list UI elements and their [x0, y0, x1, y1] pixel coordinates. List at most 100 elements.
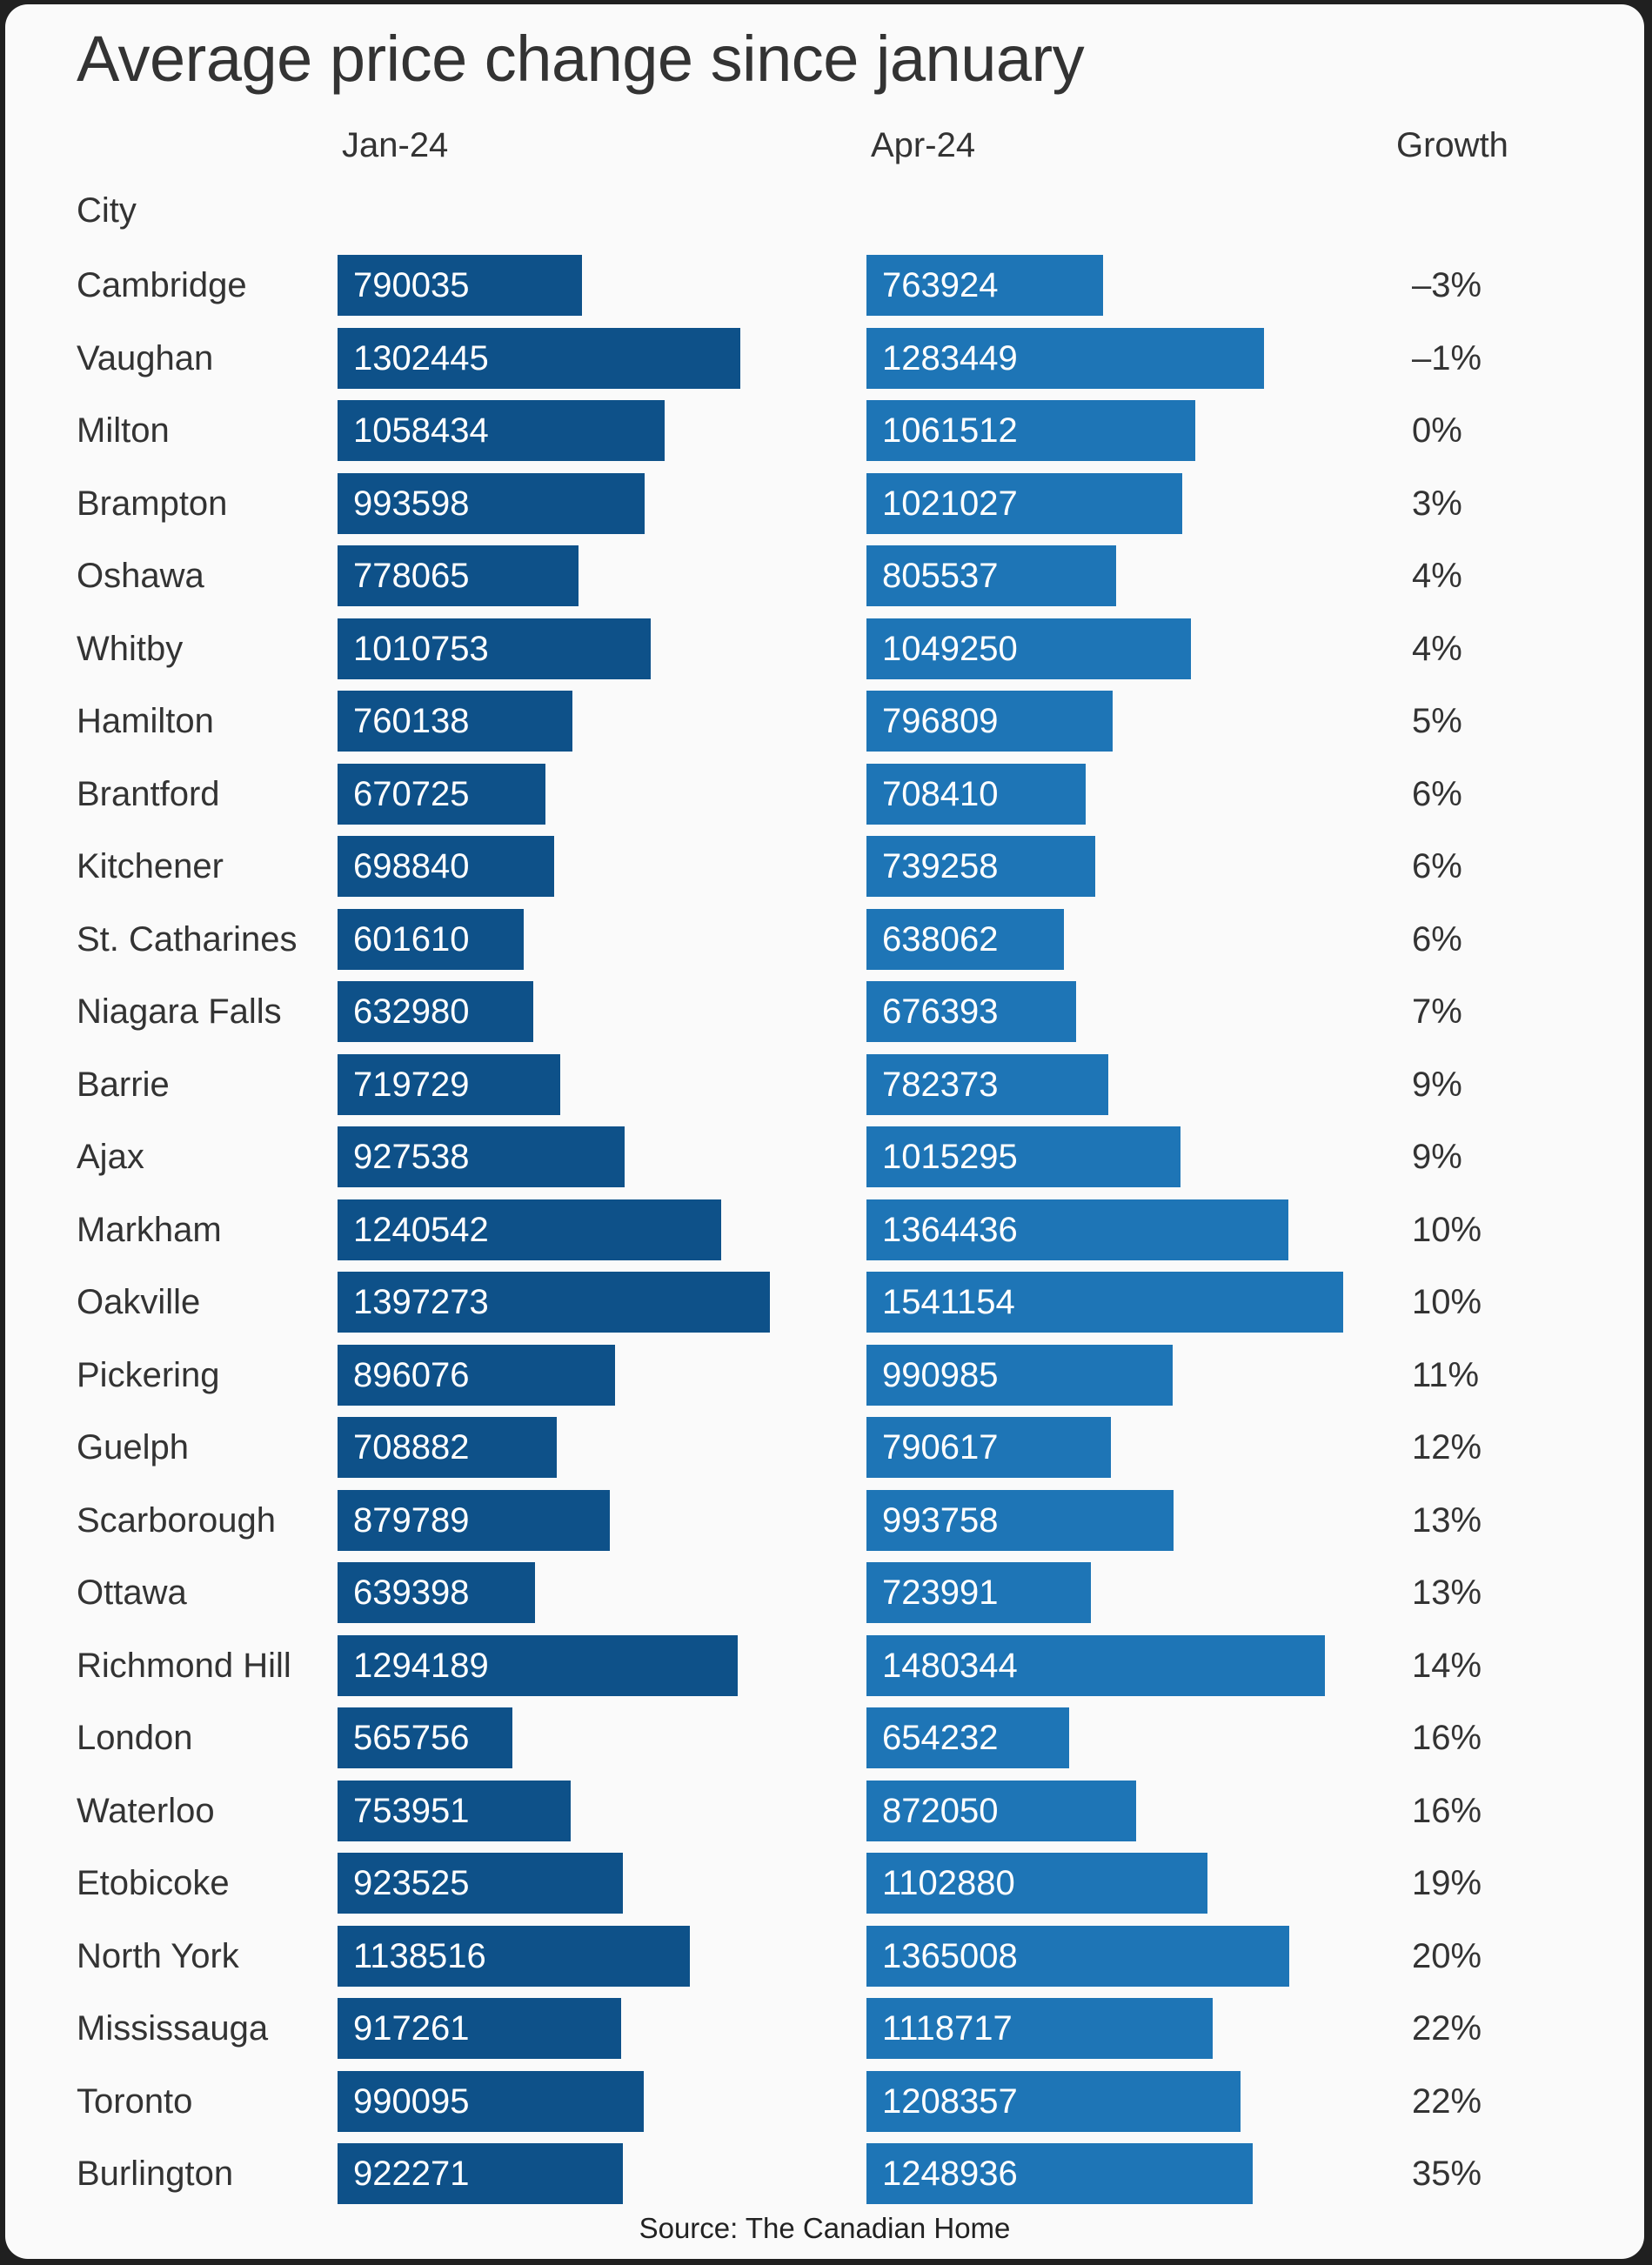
bar-jan	[338, 2070, 644, 2132]
table-row: Vaughan 1302445 1283449 –1%	[5, 327, 1644, 389]
table-row: Cambridge 790035 763924 –3%	[5, 255, 1644, 316]
bar-apr	[866, 618, 1191, 679]
bar-value-apr: 739258	[882, 847, 999, 885]
bar-jan	[338, 545, 579, 606]
table-row: Richmond Hill 1294189 1480344 14%	[5, 1634, 1644, 1696]
bar-value-apr: 990985	[882, 1355, 999, 1394]
bar-value-apr: 708410	[882, 774, 999, 813]
table-row: Whitby 1010753 1049250 4%	[5, 618, 1644, 679]
growth-value: 14%	[1412, 1646, 1482, 1685]
growth-value: 12%	[1412, 1428, 1482, 1467]
city-label: Waterloo	[77, 1791, 215, 1830]
bar-value-apr: 872050	[882, 1791, 999, 1830]
table-row: Oshawa 778065 805537 4%	[5, 545, 1644, 606]
bar-value-apr: 1541154	[882, 1283, 1015, 1321]
bar-jan	[338, 1417, 557, 1478]
city-label: Etobicoke	[77, 1864, 230, 1902]
bar-value-apr: 1015295	[882, 1138, 1018, 1176]
bar-value-apr: 638062	[882, 919, 999, 959]
bar-apr	[866, 1998, 1213, 2059]
growth-value: 22%	[1412, 2009, 1482, 2048]
bar-apr	[866, 545, 1116, 606]
growth-value: 35%	[1412, 2155, 1482, 2193]
city-label: Whitby	[77, 629, 184, 668]
table-row: London 565756 654232 16%	[5, 1707, 1644, 1768]
city-label: Mississauga	[77, 2009, 269, 2048]
growth-value: 7%	[1412, 992, 1462, 1031]
bar-chart: Cambridge 790035 763924 –3% Vaughan 1302445 12…	[5, 4, 1644, 2259]
bar-value-jan: 708882	[353, 1428, 470, 1467]
city-label: Cambridge	[77, 266, 247, 304]
table-row: Burlington 922271 1248936 35%	[5, 2143, 1644, 2204]
bar-value-apr: 1061512	[882, 411, 1018, 450]
table-row: Etobicoke 923525 1102880 19%	[5, 1853, 1644, 1914]
bar-apr	[866, 908, 1064, 970]
table-row: Toronto 990095 1208357 22%	[5, 2070, 1644, 2132]
bar-jan	[338, 1998, 621, 2059]
table-row: Brantford 670725 708410 6%	[5, 763, 1644, 825]
city-label: Scarborough	[77, 1500, 277, 1540]
growth-value: 0%	[1412, 411, 1462, 450]
bar-apr	[866, 1489, 1174, 1551]
bar-jan	[338, 1053, 560, 1115]
growth-value: –3%	[1412, 266, 1482, 304]
chart-title: Average price change since january	[77, 23, 1085, 95]
bar-jan	[338, 1780, 571, 1841]
city-label: Brampton	[77, 484, 228, 523]
city-label: North York	[77, 1936, 239, 1975]
growth-value: 6%	[1412, 919, 1462, 959]
bar-apr	[866, 1126, 1180, 1187]
bar-apr	[866, 327, 1264, 389]
bar-apr	[866, 1780, 1136, 1841]
bar-jan	[338, 981, 533, 1042]
growth-value: 22%	[1412, 2081, 1482, 2121]
bar-value-apr: 790617	[882, 1428, 999, 1467]
table-row: Hamilton 760138 796809 5%	[5, 691, 1644, 752]
bar-jan	[338, 763, 545, 825]
bar-apr	[866, 1925, 1289, 1987]
table-row: Oakville 1397273 1541154 10%	[5, 1272, 1644, 1333]
table-row: Milton 1058434 1061512 0%	[5, 400, 1644, 461]
bar-apr	[866, 1417, 1111, 1478]
bar-value-jan: 601610	[353, 919, 470, 959]
city-label: Ajax	[77, 1138, 144, 1176]
bar-apr	[866, 1344, 1173, 1406]
growth-value: 10%	[1412, 1210, 1482, 1249]
bar-jan	[338, 1853, 623, 1914]
bar-jan	[338, 1562, 535, 1623]
column-header-apr: Apr-24	[871, 126, 976, 164]
bar-value-apr: 1365008	[882, 1936, 1018, 1975]
table-row: Ottawa 639398 723991 13%	[5, 1562, 1644, 1623]
growth-value: 4%	[1412, 629, 1462, 668]
bar-value-apr: 1049250	[882, 629, 1018, 668]
bar-value-jan: 1010753	[353, 629, 489, 668]
bar-value-jan: 753951	[353, 1791, 470, 1830]
bar-apr	[866, 1272, 1343, 1333]
bar-value-jan: 639398	[353, 1573, 470, 1612]
growth-value: 13%	[1412, 1500, 1482, 1540]
growth-value: 3%	[1412, 484, 1462, 523]
city-label: Barrie	[77, 1065, 170, 1104]
bar-jan	[338, 1707, 512, 1768]
table-row: Guelph 708882 790617 12%	[5, 1417, 1644, 1478]
bar-apr	[866, 836, 1095, 897]
bar-jan	[338, 472, 645, 534]
growth-value: 13%	[1412, 1573, 1482, 1612]
bar-jan	[338, 400, 665, 461]
city-label: Richmond Hill	[77, 1646, 291, 1685]
city-label: London	[77, 1719, 193, 1757]
bar-jan	[338, 1489, 610, 1551]
city-label: Niagara Falls	[77, 992, 282, 1031]
bar-value-jan: 719729	[353, 1065, 470, 1104]
bar-value-apr: 676393	[882, 992, 999, 1031]
bar-apr	[866, 255, 1103, 316]
city-label: Ottawa	[77, 1573, 187, 1612]
growth-value: 19%	[1412, 1864, 1482, 1902]
bar-value-apr: 782373	[882, 1065, 999, 1104]
bar-apr	[866, 2070, 1241, 2132]
city-label: Hamilton	[77, 702, 214, 740]
growth-value: 6%	[1412, 847, 1462, 885]
bar-apr	[866, 1707, 1069, 1768]
column-header-growth: Growth	[1396, 126, 1508, 164]
bar-value-apr: 1118717	[882, 2009, 1013, 2048]
